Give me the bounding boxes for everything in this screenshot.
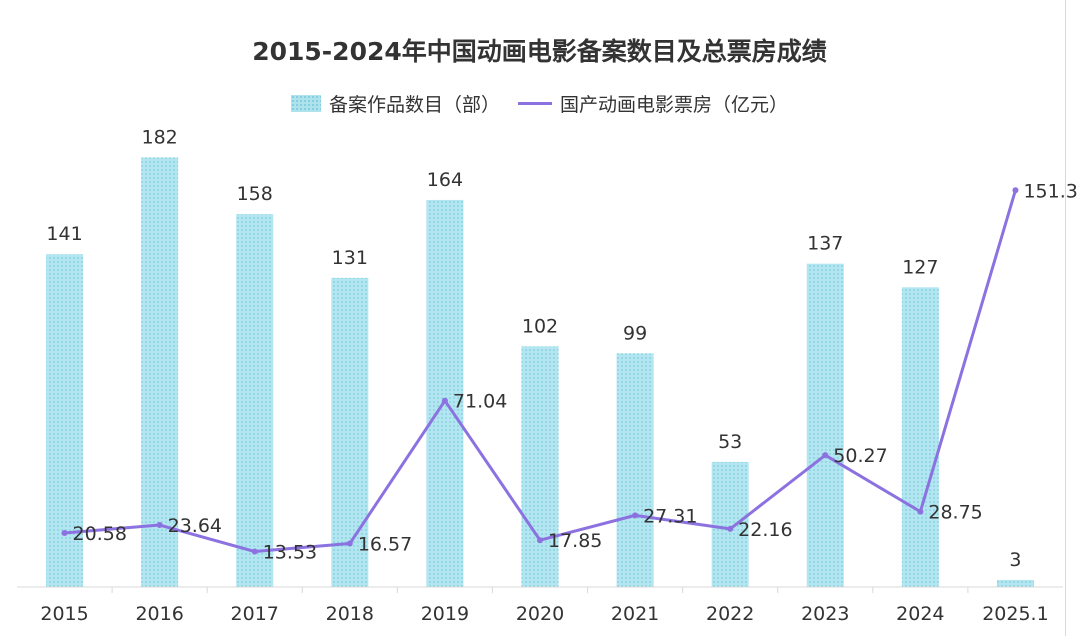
x-tick-label-2017: 2017 <box>231 603 279 625</box>
bar-2020[interactable] <box>521 346 559 587</box>
x-tick-label-2016: 2016 <box>135 603 183 625</box>
bar-value-label-2016: 182 <box>142 126 178 148</box>
line-value-label-2018: 16.57 <box>358 534 412 556</box>
x-tick-label-2018: 2018 <box>326 603 374 625</box>
x-tick-label-2023: 2023 <box>801 603 849 625</box>
legend-item-line-series[interactable]: 国产动画电影票房（亿元） <box>518 90 788 117</box>
line-point-2020[interactable] <box>537 537 543 544</box>
line-value-label-2015: 20.58 <box>73 523 127 545</box>
line-value-label-2024: 28.75 <box>928 502 982 524</box>
line-point-2025.1[interactable] <box>1012 187 1019 194</box>
bar-value-label-2019: 164 <box>427 169 463 191</box>
line-point-2015[interactable] <box>61 530 68 537</box>
line-point-2023[interactable] <box>822 452 829 459</box>
bar-value-label-2023: 137 <box>807 233 843 255</box>
line-point-2016[interactable] <box>156 522 163 529</box>
legend-label-bar-series: 备案作品数目（部） <box>328 94 500 116</box>
line-value-label-2017: 13.53 <box>263 542 317 564</box>
bar-2016[interactable] <box>141 157 179 588</box>
line-value-label-2020: 17.85 <box>548 530 602 552</box>
bar-2024[interactable] <box>901 287 939 587</box>
bar-value-label-2020: 102 <box>522 315 558 337</box>
bar-value-label-2017: 158 <box>237 183 273 205</box>
bar-2019[interactable] <box>426 199 464 587</box>
legend-item-bar-series[interactable]: 备案作品数目（部） <box>290 90 500 117</box>
line-value-label-2025.1: 151.3 <box>1023 180 1077 202</box>
line-point-2019[interactable] <box>441 397 448 404</box>
bar-2018[interactable] <box>331 277 369 587</box>
bar-2021[interactable] <box>616 353 654 587</box>
line-value-label-2016: 23.64 <box>168 515 222 537</box>
bar-value-label-2025.1: 3 <box>1009 549 1021 571</box>
x-tick-label-2022: 2022 <box>706 603 754 625</box>
chart-legend: 备案作品数目（部） 国产动画电影票房（亿元） <box>0 90 1079 117</box>
x-tick-label-2020: 2020 <box>516 603 564 625</box>
bar-value-label-2021: 99 <box>623 322 647 344</box>
bar-series-swatch <box>290 95 321 112</box>
bar-2025.1[interactable] <box>996 579 1034 587</box>
bar-value-label-2015: 141 <box>46 223 82 245</box>
bar-2017[interactable] <box>236 214 274 587</box>
line-point-2021[interactable] <box>632 512 639 519</box>
line-value-label-2019: 71.04 <box>453 391 507 413</box>
x-tick-label-2015: 2015 <box>40 603 88 625</box>
line-series-swatch <box>518 102 552 105</box>
x-tick-label-2021: 2021 <box>611 603 659 625</box>
line-point-2017[interactable] <box>251 548 258 555</box>
line-value-label-2022: 22.16 <box>738 519 792 541</box>
legend-label-line-series: 国产动画电影票房（亿元） <box>560 94 789 116</box>
bar-value-label-2024: 127 <box>902 256 938 278</box>
line-value-label-2021: 27.31 <box>643 505 697 527</box>
x-tick-label-2025.1: 2025.1 <box>982 603 1048 625</box>
bar-2022[interactable] <box>711 461 749 587</box>
line-point-2022[interactable] <box>727 525 734 532</box>
x-tick-label-2024: 2024 <box>896 603 944 625</box>
line-point-2024[interactable] <box>917 508 924 515</box>
bar-value-label-2022: 53 <box>718 431 742 453</box>
chart-title: 2015-2024年中国动画电影备案数目及总票房成绩 <box>252 37 827 66</box>
line-value-label-2023: 50.27 <box>833 445 887 467</box>
x-tick-label-2019: 2019 <box>421 603 469 625</box>
bar-value-label-2018: 131 <box>332 247 368 269</box>
line-point-2018[interactable] <box>346 540 353 547</box>
bar-2023[interactable] <box>806 263 844 587</box>
